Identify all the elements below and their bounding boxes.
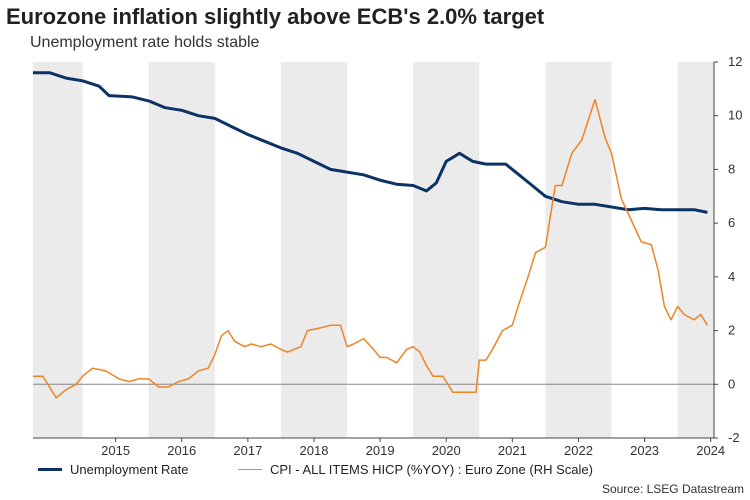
year-bands [33, 62, 714, 438]
legend-label-unemployment: Unemployment Rate [70, 462, 189, 477]
chart-title: Eurozone inflation slightly above ECB's … [6, 4, 545, 29]
legend-label-cpi: CPI - ALL ITEMS HICP (%YOY) : Euro Zone … [270, 462, 593, 477]
x-tick-label: 2022 [564, 443, 593, 458]
x-tick-label: 2015 [101, 443, 130, 458]
y-tick-label: 2 [728, 323, 735, 338]
y-tick-label: 10 [728, 108, 742, 123]
x-tick-label: 2017 [233, 443, 262, 458]
y-tick-label: 0 [728, 376, 735, 391]
y-tick-label: 6 [728, 215, 735, 230]
x-tick-label: 2019 [366, 443, 395, 458]
y-tick-label: -2 [728, 430, 740, 445]
x-tick-label: 2020 [432, 443, 461, 458]
x-tick-label: 2021 [498, 443, 527, 458]
x-tick-label: 2024 [696, 443, 725, 458]
year-band-2018 [280, 62, 348, 438]
unemployment-line [33, 71, 708, 214]
y-tick-label: 8 [728, 161, 735, 176]
legend-item-unemployment: Unemployment Rate [38, 462, 189, 477]
x-tick-label: 2023 [630, 443, 659, 458]
year-band-2022 [545, 62, 612, 438]
legend-swatch-cpi [238, 469, 262, 470]
axes: -2 0 2 4 6 8 10 12 2015 2016 2017 2018 2019 2020 2021 2… [33, 54, 742, 458]
year-band-2024 [677, 62, 714, 438]
x-tick-label: 2018 [300, 443, 329, 458]
legend-item-cpi: CPI - ALL ITEMS HICP (%YOY) : Euro Zone … [238, 462, 593, 477]
cpi-line [33, 98, 709, 399]
legend-swatch-unemployment [38, 468, 62, 471]
source-note: Source: LSEG Datastream [601, 482, 744, 496]
year-band-2014 [33, 62, 83, 438]
y-tick-label: 4 [728, 269, 735, 284]
x-tick-label: 2016 [167, 443, 196, 458]
chart-subtitle: Unemployment rate holds stable [30, 34, 260, 51]
year-band-2020 [413, 62, 480, 438]
series-lines [33, 71, 709, 399]
year-band-2016 [148, 62, 215, 438]
y-tick-label: 12 [728, 54, 742, 69]
